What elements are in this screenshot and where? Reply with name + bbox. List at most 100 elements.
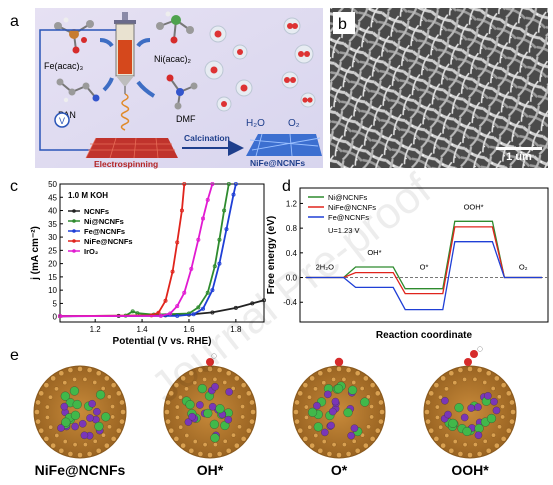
carbon-shell [423, 365, 517, 459]
data-point [58, 314, 63, 319]
shell-atom [317, 370, 324, 377]
shell-atom [303, 414, 309, 420]
shell-atom [82, 442, 88, 448]
shell-atom [297, 390, 304, 397]
shell-atom [43, 382, 50, 389]
shell-atom [293, 409, 299, 415]
shell-atom [374, 427, 381, 434]
shell-atom [110, 414, 116, 420]
shell-atom [35, 418, 41, 425]
shell-atom [77, 366, 83, 372]
shell-atom [86, 451, 93, 457]
ni-acac-molecule-icon [156, 11, 194, 44]
legend-label: Fe@NCNFs [328, 213, 369, 222]
shell-atom [341, 442, 347, 448]
fe-atom [441, 396, 449, 405]
data-point [205, 197, 210, 202]
shell-atom [48, 394, 53, 400]
ni-atom [308, 407, 318, 417]
calcination-label: Calcination [184, 133, 230, 143]
shell-atom [294, 399, 300, 406]
shell-atom [178, 424, 184, 430]
dmf-label: DMF [176, 114, 196, 124]
legend-label: NiFe@NCNFs [328, 203, 376, 212]
structure-o: O* [292, 357, 386, 478]
shell-atom [44, 414, 50, 420]
ni-atom [474, 423, 484, 433]
energy-path-fencnfs [306, 241, 542, 311]
shell-atom [493, 442, 500, 449]
shell-atom [82, 376, 88, 382]
data-point [212, 264, 217, 269]
fe-atom [329, 407, 337, 416]
shell-atom [313, 433, 319, 438]
fe-atom [347, 431, 355, 440]
x-axis-label: Potential (V vs. RHE) [113, 336, 212, 347]
data-point [210, 310, 215, 315]
scale-bar-label: 1 um [506, 151, 532, 163]
panel-a: a Fe(acac)₃ Ni(acac)₂ PA [10, 8, 323, 169]
shell-atom [103, 442, 110, 449]
data-point [156, 310, 161, 315]
shell-atom [307, 394, 312, 400]
shell-atom [207, 452, 213, 458]
legend-title: 1.0 M KOH [68, 191, 108, 200]
legend-marker [72, 249, 76, 253]
condition-label: U=1.23 V [328, 226, 359, 235]
shell-atom [452, 380, 458, 386]
shell-atom [184, 433, 190, 438]
ni-atom [454, 403, 464, 413]
legend-label: IrO₂ [84, 247, 98, 256]
shell-atom [86, 367, 93, 373]
fe-acac-molecule-icon [54, 17, 94, 54]
sem-image [330, 8, 548, 168]
shell-atom [500, 382, 507, 389]
structure-oh: OH* [163, 353, 257, 478]
shell-atom [44, 404, 50, 410]
shell-atom [233, 442, 240, 449]
fe-acac-label: Fe(acac)₃ [44, 61, 84, 71]
data-point [189, 266, 194, 271]
y-tick-label: 45 [48, 193, 57, 202]
ni-atom [69, 386, 79, 396]
oxygen-atom [470, 350, 478, 358]
hydrogen-atom [211, 353, 217, 359]
y-tick-label: 5 [53, 299, 58, 308]
legend-marker [72, 209, 76, 213]
fe-atom [321, 428, 329, 437]
structure-label: NiFe@NCNFs [35, 462, 126, 478]
step-label: 2H₂O [316, 263, 334, 272]
shell-atom [425, 399, 431, 406]
fe-atom [211, 382, 219, 391]
shell-atom [433, 435, 440, 442]
lsv-chart: 0 5 10 15 20 25 30 35 40 45 50 1.2 1.4 1.6 1.8 Potentia… [30, 180, 266, 347]
step-label: O₂ [519, 263, 528, 272]
y-tick-label: 0.0 [286, 274, 298, 283]
shell-atom [212, 376, 218, 382]
fe-atom [188, 412, 196, 421]
data-point [231, 192, 236, 197]
shell-atom [222, 438, 228, 444]
shell-atom [95, 447, 102, 454]
shell-atom [362, 375, 369, 382]
shell-atom [438, 424, 444, 430]
y-tick-label: 50 [48, 180, 57, 189]
shell-atom [369, 404, 375, 410]
jet-icon [120, 93, 130, 131]
circuit-wire [39, 29, 116, 151]
shell-atom [58, 370, 65, 377]
data-point [170, 269, 175, 274]
free-energy-chart: -0.4 0.0 0.4 0.8 1.2 Reaction coordinate Free … [266, 187, 549, 341]
collector-mat-texture [85, 137, 175, 159]
product-mat-texture [249, 133, 321, 157]
y-tick-label: -0.4 [283, 298, 297, 307]
legend-label: NCNFs [84, 207, 109, 216]
shell-atom [303, 404, 309, 410]
shell-atom [48, 424, 54, 430]
shell-atom [509, 399, 515, 406]
shell-atom [336, 452, 342, 458]
structure-label: O* [331, 462, 348, 478]
shell-atom [212, 442, 218, 448]
